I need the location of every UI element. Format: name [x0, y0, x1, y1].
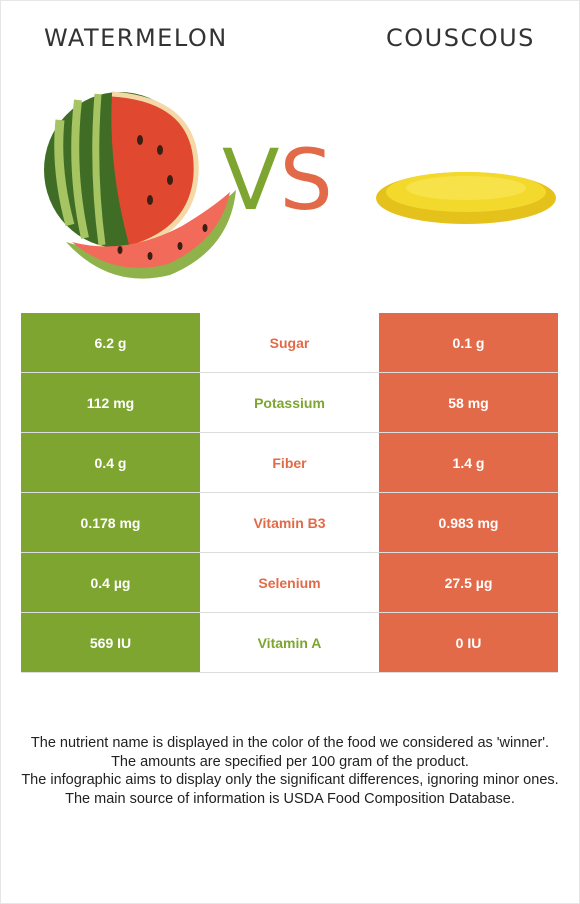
watermelon-value: 0.4 g — [21, 433, 200, 492]
table-row: 112 mg Potassium 58 mg — [21, 373, 558, 433]
footer-note: The main source of information is USDA F… — [65, 790, 515, 807]
couscous-title: COUSCOUS — [386, 24, 535, 52]
table-row: 0.4 µg Selenium 27.5 µg — [21, 553, 558, 613]
table-row: 569 IU Vitamin A 0 IU — [21, 613, 558, 673]
nutrient-table: 6.2 g Sugar 0.1 g 112 mg Potassium 58 mg… — [21, 313, 558, 673]
footer-note: The nutrient name is displayed in the co… — [30, 735, 550, 751]
footer-notes: The nutrient name is displayed in the co… — [20, 734, 560, 808]
watermelon-value: 569 IU — [21, 613, 200, 672]
vs-s: S — [279, 131, 333, 229]
nutrient-name: Selenium — [200, 553, 379, 612]
footer-note: The amounts are specified per 100 gram o… — [111, 753, 469, 770]
couscous-value: 58 mg — [379, 373, 558, 432]
watermelon-value: 0.4 µg — [21, 553, 200, 612]
nutrient-name: Vitamin B3 — [200, 493, 379, 552]
vs-v: V — [222, 131, 280, 229]
couscous-value: 0.983 mg — [379, 493, 558, 552]
vs-label: V S — [222, 138, 333, 222]
watermelon-value: 0.178 mg — [21, 493, 200, 552]
watermelon-title: WATERMELON — [44, 24, 228, 52]
table-row: 6.2 g Sugar 0.1 g — [21, 313, 558, 373]
watermelon-image — [44, 91, 236, 279]
nutrient-name: Sugar — [200, 313, 379, 372]
nutrient-name: Fiber — [200, 433, 379, 492]
watermelon-value: 112 mg — [21, 373, 200, 432]
couscous-value: 1.4 g — [379, 433, 558, 492]
table-row: 0.178 mg Vitamin B3 0.983 mg — [21, 493, 558, 553]
table-row: 0.4 g Fiber 1.4 g — [21, 433, 558, 493]
couscous-value: 27.5 µg — [379, 553, 558, 612]
food-illustrations — [44, 91, 556, 279]
couscous-image — [376, 172, 556, 224]
nutrient-name: Vitamin A — [200, 613, 379, 672]
footer-note: The infographic aims to display only the… — [21, 772, 559, 788]
couscous-value: 0 IU — [379, 613, 558, 672]
nutrient-name: Potassium — [200, 373, 379, 432]
couscous-value: 0.1 g — [379, 313, 558, 372]
watermelon-value: 6.2 g — [21, 313, 200, 372]
